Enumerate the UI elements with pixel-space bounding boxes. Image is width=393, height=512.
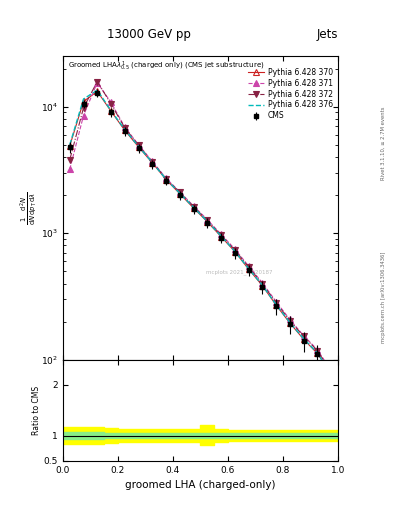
Pythia 6.428 376 [219, 233, 223, 239]
Line: Pythia 6.428 372: Pythia 6.428 372 [67, 79, 334, 375]
Pythia 6.428 372 [68, 157, 72, 163]
Pythia 6.428 371 [219, 231, 223, 238]
Pythia 6.428 372 [315, 348, 320, 354]
Text: Groomed LHA$\lambda^{1}_{0.5}$ (charged only) (CMS jet substructure): Groomed LHA$\lambda^{1}_{0.5}$ (charged … [68, 59, 265, 73]
Pythia 6.428 372 [123, 125, 127, 131]
Pythia 6.428 376 [260, 282, 265, 288]
Pythia 6.428 376 [178, 190, 182, 196]
Pythia 6.428 372 [81, 104, 86, 111]
Pythia 6.428 372 [274, 300, 279, 306]
Pythia 6.428 370 [205, 219, 210, 225]
Pythia 6.428 371 [274, 298, 279, 305]
Pythia 6.428 371 [81, 113, 86, 119]
Pythia 6.428 372 [219, 232, 223, 238]
Pythia 6.428 376 [205, 218, 210, 224]
Line: Pythia 6.428 376: Pythia 6.428 376 [70, 90, 331, 374]
Pythia 6.428 371 [288, 316, 292, 323]
Pythia 6.428 371 [246, 263, 251, 269]
Pythia 6.428 376 [68, 142, 72, 148]
Pythia 6.428 370 [81, 98, 86, 104]
Pythia 6.428 372 [246, 264, 251, 270]
Pythia 6.428 371 [108, 99, 114, 105]
Pythia 6.428 370 [301, 336, 306, 343]
Legend: Pythia 6.428 370, Pythia 6.428 371, Pythia 6.428 372, Pythia 6.428 376, CMS: Pythia 6.428 370, Pythia 6.428 371, Pyth… [246, 66, 334, 122]
Pythia 6.428 376 [329, 371, 334, 377]
Pythia 6.428 372 [150, 159, 155, 165]
Pythia 6.428 371 [301, 332, 306, 338]
Pythia 6.428 371 [95, 79, 100, 86]
Pythia 6.428 376 [246, 266, 251, 272]
Pythia 6.428 371 [136, 142, 141, 148]
Pythia 6.428 370 [150, 160, 155, 166]
Pythia 6.428 371 [329, 368, 334, 374]
Pythia 6.428 371 [123, 124, 127, 130]
Pythia 6.428 371 [164, 175, 169, 181]
Pythia 6.428 370 [95, 89, 100, 95]
Pythia 6.428 376 [315, 350, 320, 356]
Pythia 6.428 370 [274, 302, 279, 308]
Pythia 6.428 370 [178, 190, 182, 197]
Pythia 6.428 376 [81, 96, 86, 102]
Pythia 6.428 376 [136, 143, 141, 150]
Text: mcplots.cern.ch [arXiv:1306.3436]: mcplots.cern.ch [arXiv:1306.3436] [381, 251, 386, 343]
Pythia 6.428 372 [233, 247, 237, 253]
Pythia 6.428 371 [260, 280, 265, 286]
Pythia 6.428 376 [95, 87, 100, 93]
Text: mcplots 2021_I1920187: mcplots 2021_I1920187 [206, 269, 272, 275]
Pythia 6.428 370 [233, 248, 237, 254]
Pythia 6.428 372 [108, 101, 114, 107]
Line: Pythia 6.428 370: Pythia 6.428 370 [67, 89, 334, 377]
Pythia 6.428 372 [260, 281, 265, 287]
Pythia 6.428 370 [329, 371, 334, 377]
Text: 13000 GeV pp: 13000 GeV pp [107, 28, 191, 41]
Pythia 6.428 376 [150, 159, 155, 165]
Pythia 6.428 371 [150, 158, 155, 164]
Pythia 6.428 370 [246, 266, 251, 272]
Pythia 6.428 370 [260, 283, 265, 289]
Pythia 6.428 370 [288, 320, 292, 326]
Line: Pythia 6.428 371: Pythia 6.428 371 [67, 80, 334, 373]
Pythia 6.428 370 [164, 177, 169, 183]
Pythia 6.428 370 [191, 205, 196, 211]
Y-axis label: $\frac{1}{\mathrm{d}N}\frac{\mathrm{d}^2N}{\mathrm{d}p_\mathrm{T}\,\mathrm{d}\la: $\frac{1}{\mathrm{d}N}\frac{\mathrm{d}^2… [19, 191, 39, 225]
Pythia 6.428 376 [288, 319, 292, 326]
Pythia 6.428 376 [108, 108, 114, 114]
Pythia 6.428 376 [233, 248, 237, 254]
X-axis label: groomed LHA (charged-only): groomed LHA (charged-only) [125, 480, 275, 490]
Pythia 6.428 371 [205, 217, 210, 223]
Pythia 6.428 370 [123, 127, 127, 134]
Pythia 6.428 372 [288, 317, 292, 324]
Pythia 6.428 371 [191, 203, 196, 209]
Pythia 6.428 376 [301, 335, 306, 342]
Pythia 6.428 372 [164, 176, 169, 182]
Pythia 6.428 372 [329, 369, 334, 375]
Pythia 6.428 376 [164, 176, 169, 182]
Pythia 6.428 376 [274, 302, 279, 308]
Pythia 6.428 372 [205, 218, 210, 224]
Pythia 6.428 372 [191, 204, 196, 210]
Pythia 6.428 370 [136, 144, 141, 150]
Pythia 6.428 371 [178, 189, 182, 195]
Pythia 6.428 372 [95, 78, 100, 84]
Pythia 6.428 371 [233, 246, 237, 252]
Y-axis label: Ratio to CMS: Ratio to CMS [32, 386, 41, 435]
Pythia 6.428 370 [68, 143, 72, 149]
Pythia 6.428 370 [315, 350, 320, 356]
Pythia 6.428 376 [123, 126, 127, 133]
Pythia 6.428 371 [68, 166, 72, 173]
Pythia 6.428 371 [315, 347, 320, 353]
Text: Rivet 3.1.10, ≥ 2.7M events: Rivet 3.1.10, ≥ 2.7M events [381, 106, 386, 180]
Pythia 6.428 372 [301, 333, 306, 339]
Text: Jets: Jets [316, 28, 338, 41]
Pythia 6.428 372 [136, 142, 141, 148]
Pythia 6.428 376 [191, 204, 196, 210]
Pythia 6.428 372 [178, 189, 182, 196]
Pythia 6.428 370 [219, 233, 223, 240]
Pythia 6.428 370 [108, 108, 114, 114]
